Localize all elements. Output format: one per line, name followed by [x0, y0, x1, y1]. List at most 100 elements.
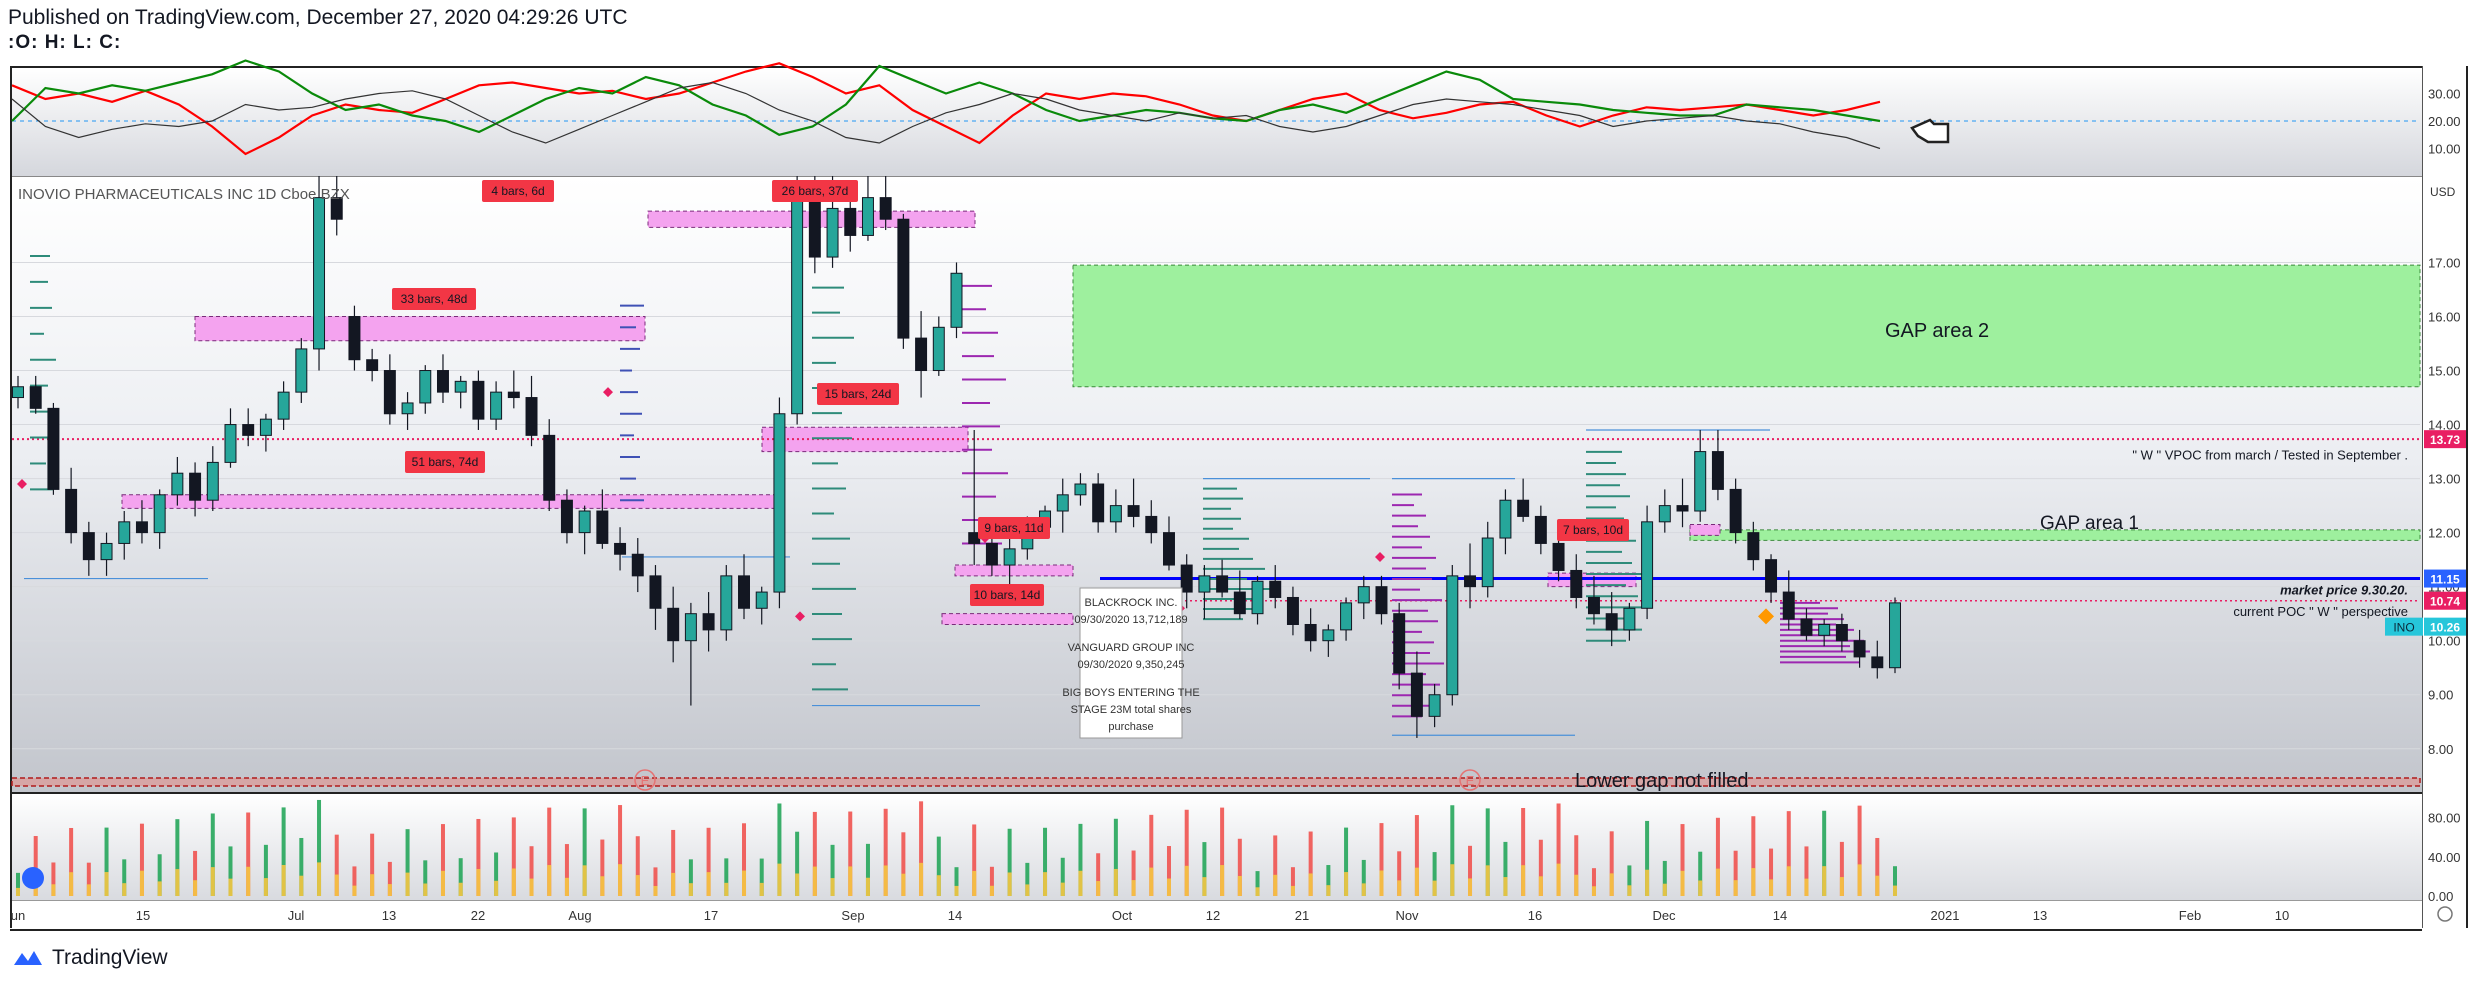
volume-bar	[246, 812, 251, 896]
volume-bar	[1875, 837, 1880, 896]
volume-bar	[334, 834, 339, 896]
volume-ma-bar	[1078, 870, 1083, 896]
candle-body	[1410, 672, 1423, 717]
candle-body	[861, 197, 874, 236]
volume-ma-bar	[671, 872, 676, 896]
volume-ma-bar	[51, 884, 56, 896]
bars-annotation-label: 9 bars, 11d	[984, 521, 1043, 535]
volume-bar	[1698, 851, 1703, 896]
candle-body	[1393, 613, 1406, 674]
candle-body	[773, 413, 786, 593]
footer-brand[interactable]: TradingView	[12, 946, 168, 970]
time-tick-label: 12	[1206, 908, 1220, 923]
volume-bar	[281, 807, 286, 896]
price-tick-label: 13.00	[2428, 472, 2461, 487]
price-axis[interactable]	[2422, 66, 2469, 928]
volume-ma-bar	[777, 863, 782, 896]
volume-ma-bar	[246, 866, 251, 896]
volume-ma-bar	[139, 870, 144, 896]
ohlc-readout: :O: H: L: C:	[8, 32, 122, 53]
candle-body	[1286, 596, 1299, 625]
time-axis[interactable]	[10, 900, 2422, 931]
volume-ma-bar	[901, 873, 906, 896]
marker-diamond	[795, 611, 805, 622]
volume-ma-bar	[387, 884, 392, 896]
candle-body	[1747, 532, 1760, 561]
bars-annotation-box	[970, 584, 1044, 606]
volume-ma-bar	[1875, 875, 1880, 896]
candle-body	[915, 337, 928, 372]
volume-ma-bar	[653, 885, 658, 896]
frame-right	[2466, 66, 2468, 928]
volume-ma-bar	[1273, 874, 1278, 896]
volume-bar	[1166, 846, 1171, 896]
candle-body	[1623, 607, 1636, 631]
candle-body	[490, 391, 503, 420]
volume-bar	[1574, 835, 1579, 896]
volume-bar	[193, 850, 198, 896]
volume-bar	[104, 827, 109, 896]
volume-ma-bar	[547, 865, 552, 896]
volume-bar	[33, 836, 38, 896]
volume-ma-bar	[1893, 885, 1897, 896]
bars-annotation-label: 4 bars, 6d	[491, 184, 544, 198]
candle-body	[1534, 515, 1547, 544]
volume-bar	[1715, 817, 1720, 896]
range-box-5	[941, 613, 1074, 625]
time-tick-label: 16	[1528, 908, 1542, 923]
volume-bar	[51, 862, 56, 896]
volume-ma-bar	[423, 883, 428, 896]
gap-area-1-label: GAP area 1	[2040, 513, 2139, 534]
bars-annotation-label: 33 bars, 48d	[401, 292, 468, 306]
volume-ma-bar	[1290, 885, 1295, 896]
volume-bar	[299, 837, 304, 896]
volume-pane[interactable]	[10, 792, 2422, 902]
price-tick-label: 15.00	[2428, 364, 2461, 379]
institutional-note-line: 09/30/2020 13,712,189	[1074, 614, 1187, 626]
volume-bar	[69, 827, 74, 896]
volume-bar	[1485, 808, 1490, 896]
volume-bar	[157, 854, 162, 896]
candle-body	[649, 575, 662, 609]
oscillator-pane[interactable]	[10, 66, 2422, 178]
volume-bar	[564, 844, 569, 896]
institutional-note-line: BIG BOYS ENTERING THE	[1062, 687, 1199, 699]
time-tick-label: Feb	[2179, 908, 2201, 923]
time-tick-label: 14	[1773, 908, 1787, 923]
symbol-tag	[2385, 617, 2423, 636]
volume-bar	[1043, 827, 1048, 896]
volume-bar	[547, 807, 552, 896]
candle-body	[507, 391, 520, 399]
price-tick-label: 10.00	[2428, 634, 2461, 649]
volume-ma-bar	[529, 878, 534, 896]
volume-bar	[1007, 828, 1012, 896]
candle-body	[1340, 602, 1353, 631]
candle-body	[578, 510, 591, 534]
candle-body	[1198, 575, 1211, 593]
volume-bar	[1361, 859, 1366, 896]
volume-bar	[1414, 815, 1419, 896]
volume-bar	[1591, 868, 1596, 896]
volume-ma-bar	[1149, 867, 1154, 896]
currency-label: USD	[2430, 185, 2456, 199]
bars-annotation-box	[405, 451, 485, 473]
volume-ma-bar	[1715, 868, 1720, 896]
bars-annotation-label: 10 bars, 14d	[974, 588, 1041, 602]
candle-body	[171, 472, 184, 496]
earnings-marker-label: E	[1466, 773, 1475, 788]
volume-bar	[440, 824, 445, 896]
volume-ma-bar	[1521, 865, 1526, 896]
candle-body	[525, 397, 538, 436]
candle-body	[985, 542, 998, 566]
candle-body	[1694, 451, 1707, 512]
volume-bar	[317, 799, 322, 896]
volume-ma-bar	[458, 882, 463, 896]
candle-body	[1092, 483, 1105, 523]
volume-ma-bar	[1804, 878, 1809, 896]
lower-gap-label: Lower gap not filled	[1575, 770, 1748, 792]
volume-ma-bar	[724, 882, 729, 896]
volume-bar	[1893, 866, 1897, 896]
candle-body	[206, 461, 219, 501]
time-tick-label: 15	[136, 908, 150, 923]
volume-ma-bar	[263, 878, 268, 896]
